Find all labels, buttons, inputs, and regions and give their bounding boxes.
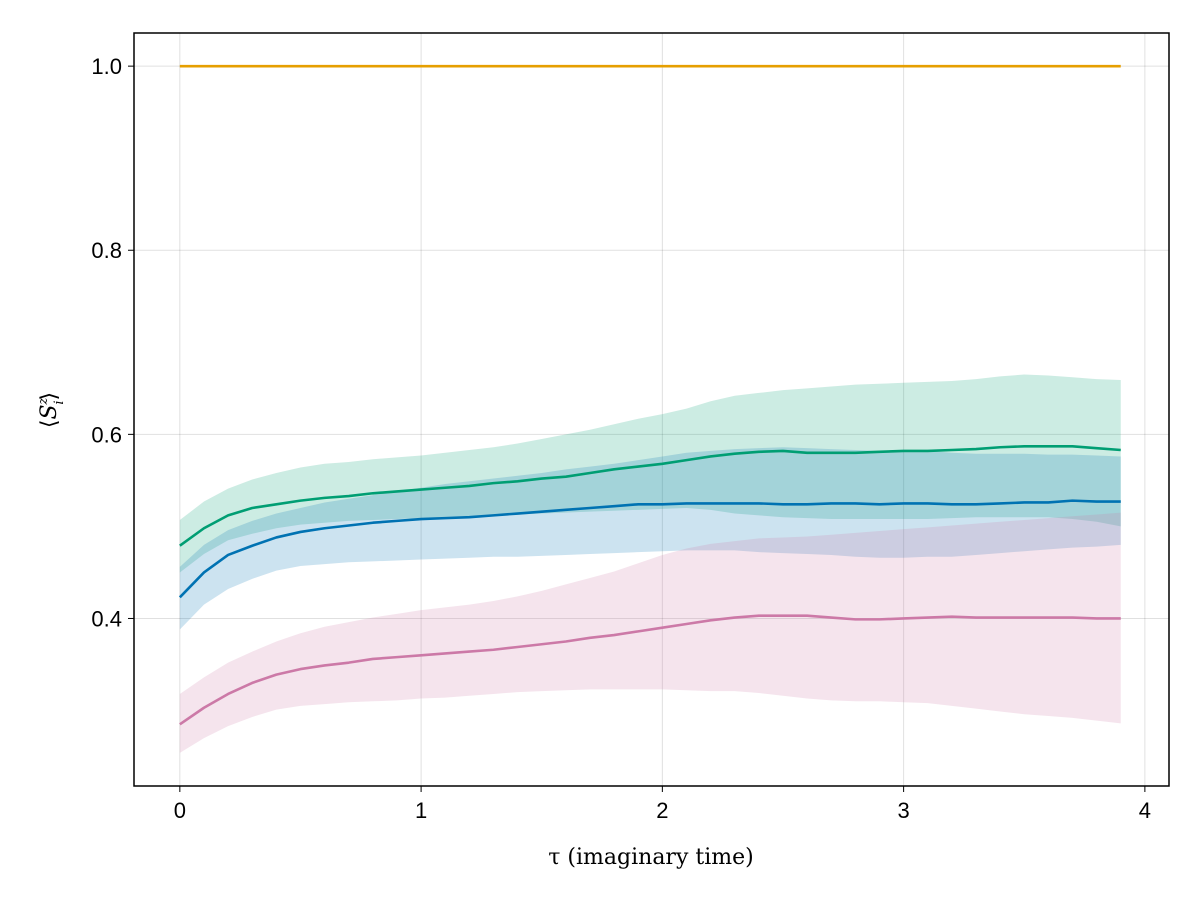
series-3-line: [179, 614, 1121, 726]
y-axis-label-sub: i: [52, 400, 67, 404]
x-tick-label: 1: [415, 798, 427, 823]
svg-text:⟨Szi⟩: ⟨Szi⟩: [36, 392, 67, 428]
confidence-bands: [179, 374, 1121, 753]
plot-frame: [133, 32, 1170, 787]
y-axis-label-sup: z: [36, 397, 51, 405]
series-2-line: [178, 499, 1121, 599]
x-ticks: 0 1 2 3 4: [174, 786, 1151, 823]
y-tick-label: 1.0: [91, 54, 122, 79]
y-tick-label: 0.4: [91, 606, 122, 631]
series-1-band: [179, 374, 1121, 573]
y-axis-label-main: S: [37, 404, 62, 419]
x-tick-label: 2: [656, 798, 668, 823]
plot-background: [134, 33, 1169, 786]
series-2-band: [179, 447, 1121, 630]
series-3-band: [179, 512, 1121, 753]
y-ticks: 0.4 0.6 0.8 1.0: [91, 54, 134, 631]
y-tick-label: 0.6: [91, 422, 122, 447]
series-1-line: [179, 445, 1121, 547]
x-tick-label: 4: [1139, 798, 1151, 823]
series-lines: [178, 64, 1121, 726]
x-axis-label: τ (imaginary time): [548, 845, 753, 870]
y-tick-label: 0.8: [91, 238, 122, 263]
y-axis-label-open: ⟨: [37, 420, 62, 429]
y-axis-label: ⟨Szi⟩: [36, 392, 67, 428]
x-tick-label: 3: [897, 798, 909, 823]
y-axis-label-close: ⟩: [37, 392, 62, 401]
x-tick-label: 0: [174, 798, 186, 823]
